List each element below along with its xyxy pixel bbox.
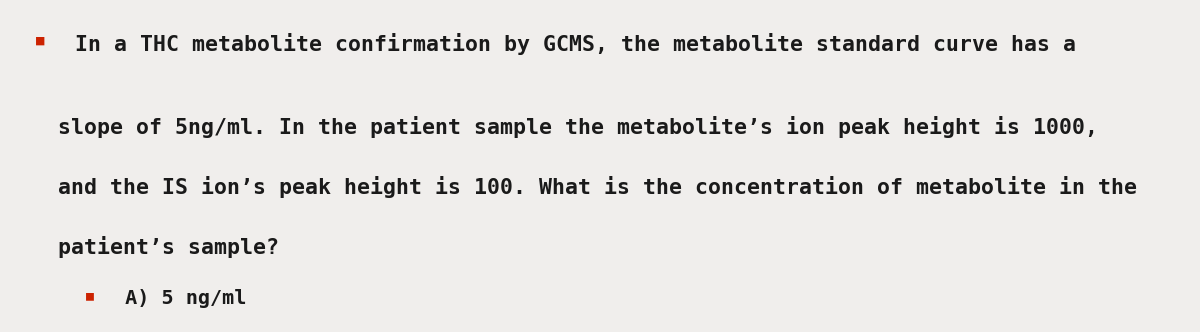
Text: ■: ■ bbox=[86, 289, 95, 302]
Text: A) 5 ng/ml: A) 5 ng/ml bbox=[113, 289, 246, 308]
Text: slope of 5ng/ml. In the patient sample the metabolite’s ion peak height is 1000,: slope of 5ng/ml. In the patient sample t… bbox=[58, 116, 1098, 138]
Text: and the IS ion’s peak height is 100. What is the concentration of metabolite in : and the IS ion’s peak height is 100. Wha… bbox=[58, 176, 1136, 198]
Text: In a THC metabolite confirmation by GCMS, the metabolite standard curve has a: In a THC metabolite confirmation by GCMS… bbox=[62, 33, 1076, 55]
Text: ■: ■ bbox=[36, 33, 44, 47]
Text: patient’s sample?: patient’s sample? bbox=[58, 236, 278, 258]
